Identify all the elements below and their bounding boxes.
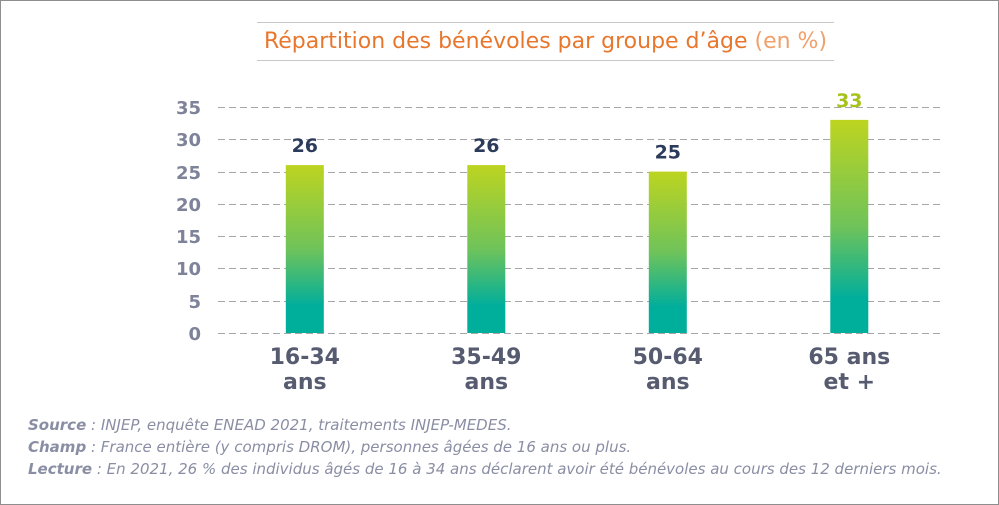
y-tick-label: 30 bbox=[176, 130, 201, 151]
y-tick-label: 25 bbox=[176, 163, 201, 184]
note-text: : France entière (y compris DROM), perso… bbox=[90, 438, 632, 456]
y-tick-label: 15 bbox=[176, 227, 201, 248]
value-labels: 26 26 25 33 bbox=[292, 90, 863, 164]
value-label: 25 bbox=[655, 142, 681, 164]
bar bbox=[467, 165, 506, 333]
value-label: 33 bbox=[836, 90, 862, 112]
note-text: : En 2021, 26 % des individus âgés de 16… bbox=[96, 460, 942, 478]
bar bbox=[285, 165, 324, 333]
chart-title: Répartition des bénévoles par groupe d’â… bbox=[257, 22, 834, 61]
y-tick-label: 5 bbox=[188, 292, 201, 313]
note-text: : INJEP, enquête ENEAD 2021, traitements… bbox=[91, 416, 512, 434]
footnotes: Source : INJEP, enquête ENEAD 2021, trai… bbox=[28, 414, 942, 480]
note-champ: Champ : France entière (y compris DROM),… bbox=[28, 436, 942, 458]
bars bbox=[285, 119, 869, 334]
value-label: 26 bbox=[473, 135, 499, 157]
note-label: Champ bbox=[28, 438, 87, 456]
y-tick-label: 0 bbox=[188, 324, 201, 345]
y-tick-label: 20 bbox=[176, 195, 201, 216]
bar bbox=[830, 119, 869, 334]
value-label: 26 bbox=[292, 135, 318, 157]
y-tick-label: 35 bbox=[176, 98, 201, 119]
note-source: Source : INJEP, enquête ENEAD 2021, trai… bbox=[28, 414, 942, 436]
note-lecture: Lecture : En 2021, 26 % des individus âg… bbox=[28, 458, 942, 480]
note-label: Source bbox=[28, 416, 87, 434]
y-axis-tick-labels: 0 5 10 15 20 25 30 35 bbox=[176, 98, 201, 345]
bar bbox=[648, 171, 687, 333]
note-label: Lecture bbox=[28, 460, 93, 478]
chart-title-main: Répartition des bénévoles par groupe d’â… bbox=[263, 29, 748, 54]
chart-title-unit: (en %) bbox=[754, 29, 828, 54]
y-tick-label: 10 bbox=[176, 259, 201, 280]
